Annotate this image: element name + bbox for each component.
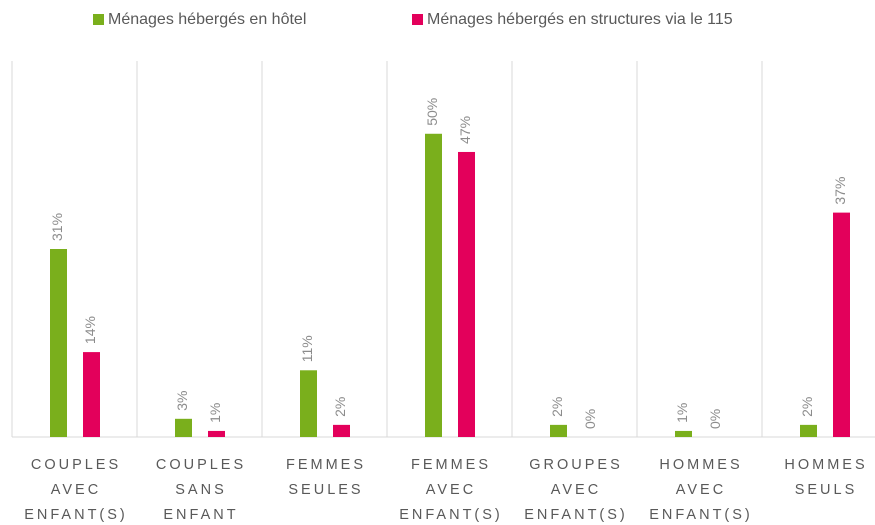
- x-tick-label: FEMMES AVEC ENFANT(S): [399, 457, 503, 523]
- bar: [50, 249, 67, 437]
- x-tick-label: COUPLES AVEC ENFANT(S): [24, 457, 128, 523]
- bar: [83, 352, 100, 437]
- data-label: 0%: [582, 409, 598, 429]
- x-tick-label: FEMMES SEULES: [286, 457, 366, 498]
- data-label: 0%: [707, 409, 723, 429]
- x-tick-line: SEULES: [288, 482, 363, 498]
- bar: [833, 212, 850, 437]
- x-tick-line: ENFANT(S): [24, 507, 128, 523]
- bar: [300, 370, 317, 437]
- x-tick-line: AVEC: [551, 482, 601, 498]
- x-tick-label: HOMMES SEULS: [784, 457, 867, 498]
- bar: [175, 418, 192, 437]
- data-label: 1%: [674, 403, 690, 423]
- x-tick-line: GROUPES: [529, 457, 623, 473]
- x-tick-line: ENFANT(S): [649, 507, 753, 523]
- x-tick-line: FEMMES: [411, 457, 491, 473]
- data-label: 47%: [457, 116, 473, 144]
- x-tick-line: SANS: [175, 482, 227, 498]
- bar: [800, 424, 817, 437]
- x-tick-line: COUPLES: [156, 457, 246, 473]
- x-tick-line: AVEC: [51, 482, 101, 498]
- bar: [675, 430, 692, 437]
- x-tick-line: ENFANT(S): [399, 507, 503, 523]
- x-tick-line: HOMMES: [659, 457, 742, 473]
- bar: [333, 424, 350, 437]
- data-label: 1%: [207, 403, 223, 423]
- legend-swatch: [412, 14, 423, 25]
- x-tick-line: FEMMES: [286, 457, 366, 473]
- legend-swatch: [93, 14, 104, 25]
- x-tick-label: GROUPES AVEC ENFANT(S): [524, 457, 628, 523]
- x-tick-line: ENFANT(S): [524, 507, 628, 523]
- data-label: 11%: [299, 335, 315, 362]
- bar: [208, 430, 225, 437]
- x-tick-line: ENFANT: [163, 507, 238, 523]
- bar: [550, 424, 567, 437]
- data-label: 14%: [82, 316, 98, 344]
- data-label: 37%: [832, 177, 848, 205]
- data-label: 2%: [332, 397, 348, 417]
- data-label: 50%: [424, 98, 440, 126]
- legend-label: Ménages hébergés en structures via le 11…: [427, 11, 733, 28]
- x-tick-label: HOMMES AVEC ENFANT(S): [649, 457, 753, 523]
- x-tick-line: SEULS: [795, 482, 858, 498]
- bar: [425, 133, 442, 437]
- x-tick-line: COUPLES: [31, 457, 121, 473]
- legend-label: Ménages hébergés en hôtel: [108, 11, 306, 28]
- data-label: 2%: [549, 397, 565, 417]
- x-tick-line: AVEC: [676, 482, 726, 498]
- bar: [458, 151, 475, 437]
- data-label: 2%: [799, 397, 815, 417]
- data-label: 31%: [49, 213, 65, 241]
- data-label: 3%: [174, 391, 190, 411]
- x-tick-label: COUPLES SANS ENFANT: [156, 457, 246, 523]
- x-tick-line: AVEC: [426, 482, 476, 498]
- x-tick-line: HOMMES: [784, 457, 867, 473]
